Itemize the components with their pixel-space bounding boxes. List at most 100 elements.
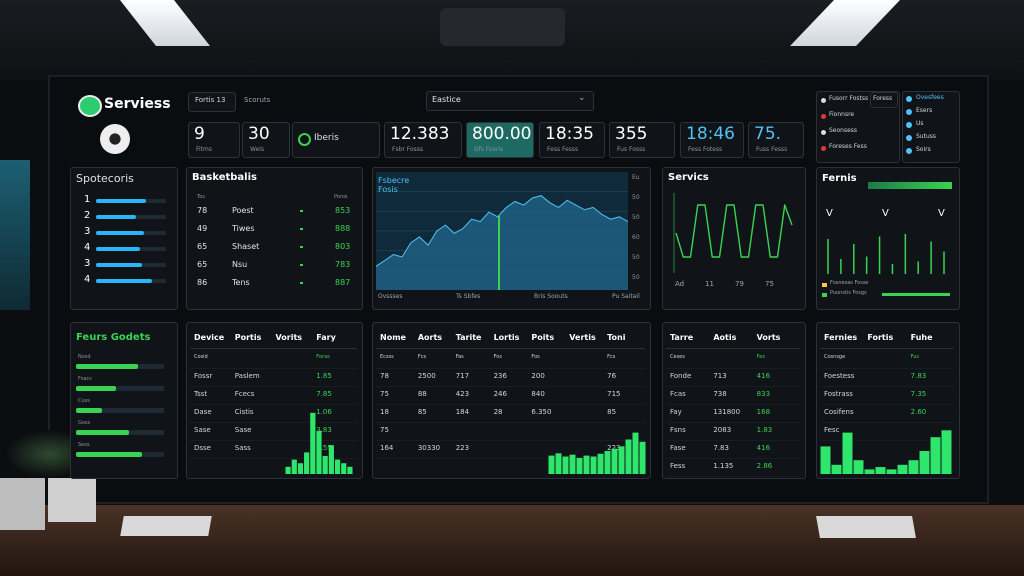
axis-label: Ovssses bbox=[378, 293, 403, 300]
stat-value: 18:35 bbox=[545, 124, 594, 144]
cell: Fesc bbox=[824, 426, 840, 434]
chart bbox=[548, 432, 646, 474]
column-header: Tarre bbox=[670, 333, 694, 342]
cell: 717 bbox=[455, 372, 470, 380]
menu-dot bbox=[906, 135, 912, 141]
cell: Shaset bbox=[232, 242, 260, 251]
panel bbox=[662, 322, 806, 479]
chart-title: Fsbecre Fosis bbox=[378, 176, 410, 194]
axis-label: 50 bbox=[632, 194, 640, 201]
bar-track bbox=[76, 386, 164, 391]
row-divider bbox=[376, 458, 645, 459]
menu-dot bbox=[821, 146, 826, 151]
row-divider bbox=[190, 440, 357, 441]
cell: 2500 bbox=[417, 372, 436, 380]
marker-label: V bbox=[938, 208, 945, 219]
progress-label: Cuss bbox=[78, 398, 90, 404]
cell: Fes bbox=[756, 354, 765, 360]
stat-value: 800.00 bbox=[472, 124, 532, 144]
stat-label: Fess Fotess bbox=[688, 146, 723, 153]
chart bbox=[376, 172, 628, 290]
bar bbox=[341, 463, 347, 474]
row-divider bbox=[376, 386, 645, 387]
axis-label: 75 bbox=[765, 280, 774, 288]
cell: 131800 bbox=[713, 408, 741, 416]
row-divider bbox=[666, 476, 800, 477]
column-header: Toni bbox=[607, 333, 626, 342]
cell: 1.135 bbox=[713, 462, 734, 470]
cell: 65 bbox=[197, 242, 208, 251]
cell: 85 bbox=[607, 408, 617, 416]
column-header: Aotis bbox=[713, 333, 737, 342]
divider bbox=[666, 348, 800, 349]
bar bbox=[285, 466, 291, 474]
stat-tile bbox=[748, 122, 804, 158]
panel-title: Spotecoris bbox=[76, 172, 134, 185]
cell: 738 bbox=[713, 390, 727, 398]
status-ring bbox=[298, 133, 311, 146]
menu-button bbox=[870, 92, 898, 108]
bar bbox=[842, 432, 853, 474]
stat-value: Iberis bbox=[314, 133, 339, 143]
cell: 18 bbox=[380, 408, 389, 416]
plant-pot bbox=[0, 478, 45, 530]
axis-label: 50 bbox=[632, 214, 640, 221]
stat-value: 12.383 bbox=[390, 124, 450, 144]
cell: 2.86 bbox=[756, 462, 773, 470]
bar bbox=[576, 457, 583, 474]
cell: 833 bbox=[756, 390, 771, 398]
row-divider bbox=[820, 422, 954, 423]
cell: 1.55 bbox=[316, 444, 332, 452]
stat-label: Fus Fosss bbox=[617, 146, 646, 153]
cell: 78 bbox=[197, 206, 208, 215]
stat-tile bbox=[242, 122, 290, 158]
stat-tile bbox=[384, 122, 462, 158]
divider bbox=[376, 348, 645, 349]
bar bbox=[310, 412, 316, 474]
column-header: Poits bbox=[531, 333, 555, 342]
axis-label: 50 bbox=[632, 254, 640, 261]
cell: Fonde bbox=[670, 372, 692, 380]
bar bbox=[96, 279, 152, 283]
dot bbox=[300, 246, 303, 248]
axis-label: Ts Sbfes bbox=[456, 293, 481, 300]
cell: Cosnsge bbox=[824, 354, 846, 360]
bar bbox=[96, 247, 140, 251]
cell: 713 bbox=[713, 372, 727, 380]
cell: 65 bbox=[197, 260, 208, 269]
bar bbox=[76, 452, 142, 457]
bar bbox=[76, 364, 138, 369]
bar bbox=[625, 439, 632, 474]
stat-label: Fitms bbox=[196, 146, 213, 153]
cell: 78 bbox=[380, 372, 389, 380]
notebook bbox=[120, 516, 212, 536]
rank: 4 bbox=[84, 242, 91, 253]
progress-label: Fsacs bbox=[78, 376, 92, 382]
bar bbox=[76, 430, 129, 435]
row-divider bbox=[376, 368, 645, 369]
cell: Fcs bbox=[417, 354, 427, 360]
row-divider bbox=[820, 404, 954, 405]
bar bbox=[291, 459, 297, 474]
panel bbox=[816, 167, 960, 310]
dot bbox=[300, 210, 303, 212]
cell: Tiwes bbox=[232, 224, 255, 233]
bar bbox=[76, 408, 103, 413]
cell: Fcs bbox=[607, 354, 616, 360]
cell: 715 bbox=[607, 390, 621, 398]
cell: 853 bbox=[335, 206, 351, 215]
panel-title: Feurs Godets bbox=[76, 332, 151, 343]
column-header: Vertis bbox=[569, 333, 596, 342]
menu-item: Fionnsre bbox=[829, 111, 855, 118]
axis-label: Eu bbox=[632, 174, 640, 181]
cell: 1.83 bbox=[756, 426, 773, 434]
cell: Nsu bbox=[232, 260, 248, 269]
cell: 1.85 bbox=[316, 372, 332, 380]
bar bbox=[820, 446, 831, 474]
panel-title: Basketbalis bbox=[192, 172, 257, 183]
panel bbox=[70, 167, 178, 310]
column-header: Nome bbox=[380, 333, 406, 342]
cell: 75 bbox=[380, 426, 389, 434]
row-divider bbox=[666, 440, 800, 441]
cell: Fas bbox=[455, 354, 464, 360]
